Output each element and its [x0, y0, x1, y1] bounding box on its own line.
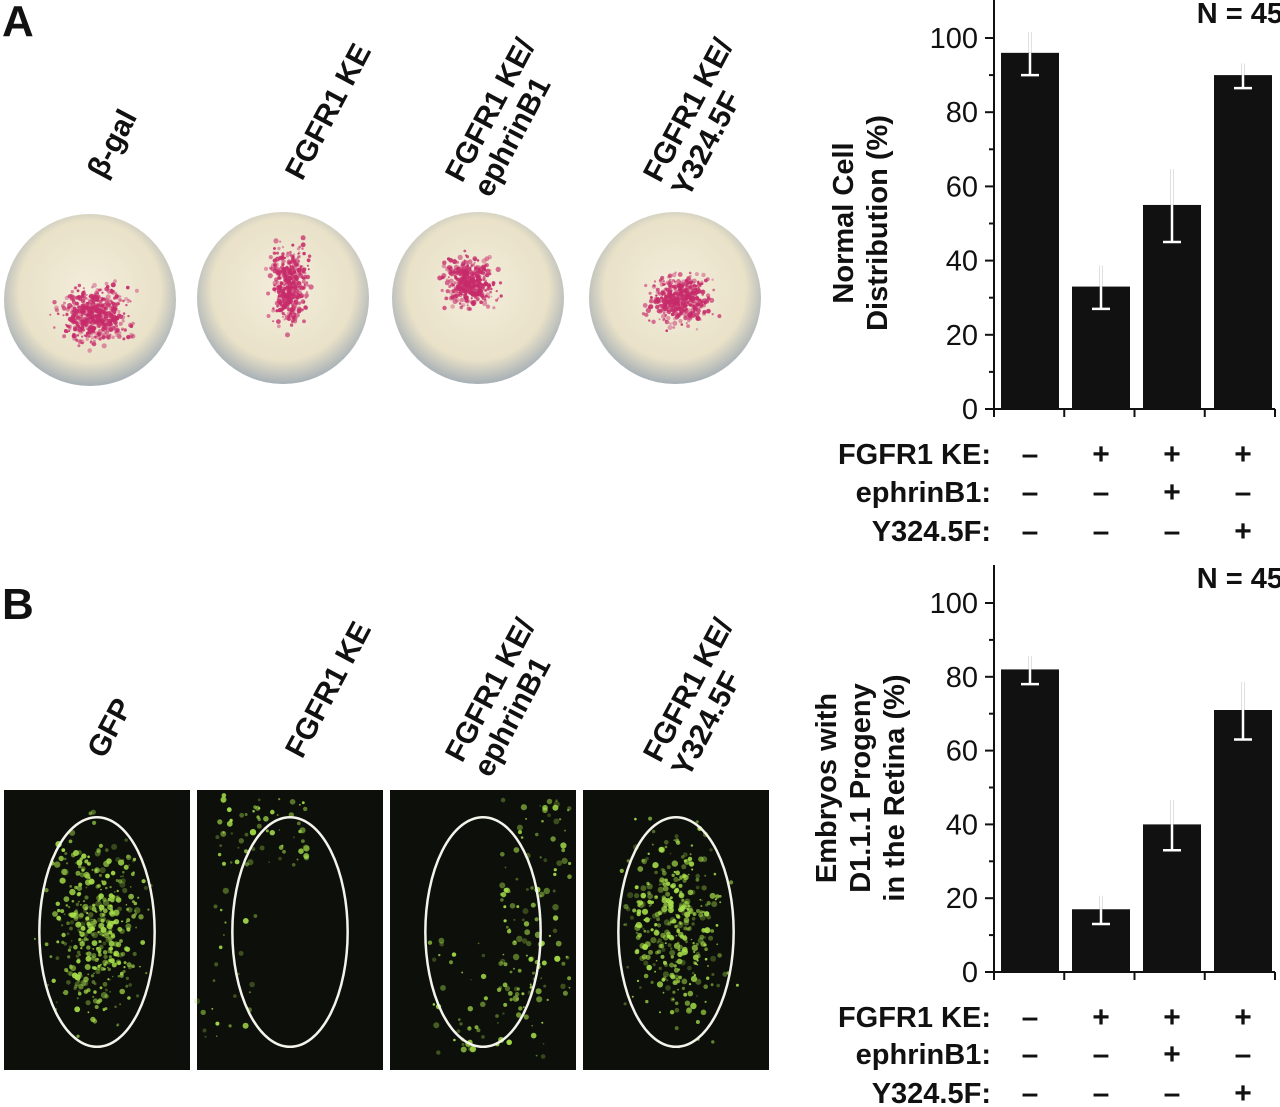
bar-4 [1214, 710, 1272, 972]
chart-retina-progeny: 0 20 40 60 80 100 N = 45 Embryos withD1.1.1 Pro… [811, 563, 1280, 1107]
panel-a-letter: A [2, 0, 34, 46]
n-label: N = 45 [1197, 0, 1280, 30]
retina-outline-4 [617, 815, 735, 1049]
condition-label-1: FGFR1 KE: [838, 439, 991, 471]
condition-mark: – [1093, 1038, 1110, 1071]
condition-mark: + [1234, 1001, 1252, 1034]
y-axis-label: Embryos withD1.1.1 Progenyin the Retina … [811, 674, 911, 901]
condition-mark: – [1093, 1077, 1110, 1107]
condition-mark: + [1234, 515, 1252, 548]
bar-4 [1214, 75, 1272, 409]
condition-mark: + [1163, 1038, 1181, 1071]
y-tick-label: 60 [946, 736, 978, 768]
embryo-1 [4, 214, 176, 386]
condition-mark: – [1022, 476, 1039, 509]
condition-mark: – [1022, 515, 1039, 548]
y-tick-label: 40 [946, 246, 978, 278]
fluor-image-2 [194, 790, 383, 1070]
embryo-4 [589, 212, 761, 384]
condition-label-2: ephrinB1: [856, 477, 991, 509]
bar-1 [1001, 52, 1059, 410]
condition-mark: + [1163, 476, 1181, 509]
fluor-image-1 [4, 790, 190, 1070]
condition-mark: – [1235, 476, 1252, 509]
condition-mark: + [1234, 438, 1252, 471]
chart-normal-cell-distribution: 0 20 40 60 80 100 N = 45 Normal CellDistributio… [828, 0, 1280, 548]
y-tick-label: 20 [946, 883, 978, 915]
y-tick-label: 80 [946, 97, 978, 129]
panel-b-letter: B [2, 580, 34, 629]
bar-1 [1001, 669, 1059, 972]
retina-outline-1 [38, 815, 156, 1049]
y-axis-label: Normal CellDistribution (%) [828, 115, 894, 331]
condition-mark: + [1234, 1077, 1252, 1107]
fluor-image-4 [583, 790, 769, 1070]
y-tick-label: 20 [946, 320, 978, 352]
condition-label-3: Y324.5F: [872, 1078, 991, 1107]
y-tick-label: 0 [962, 957, 978, 989]
y-tick-label: 60 [946, 171, 978, 203]
y-tick-label: 40 [946, 809, 978, 841]
condition-mark: – [1093, 515, 1110, 548]
condition-mark: – [1022, 438, 1039, 471]
condition-label-3: Y324.5F: [872, 516, 991, 548]
retina-outline-3 [424, 815, 542, 1049]
condition-mark: + [1163, 438, 1181, 471]
retina-outline-2 [231, 815, 349, 1049]
y-tick-label: 80 [946, 662, 978, 694]
y-tick-label: 0 [962, 394, 978, 426]
y-tick-label: 100 [930, 23, 978, 55]
condition-mark: – [1164, 1077, 1181, 1107]
condition-mark: – [1235, 1038, 1252, 1071]
condition-mark: – [1022, 1077, 1039, 1107]
condition-mark: + [1163, 1001, 1181, 1034]
embryo-3 [392, 212, 564, 384]
condition-mark: – [1022, 1001, 1039, 1034]
n-label: N = 45 [1197, 563, 1280, 595]
condition-label-2: ephrinB1: [856, 1039, 991, 1071]
embryo-2 [197, 212, 369, 384]
fluor-image-3 [390, 790, 576, 1070]
condition-mark: + [1092, 1001, 1110, 1034]
condition-mark: – [1164, 515, 1181, 548]
condition-label-1: FGFR1 KE: [838, 1002, 991, 1034]
condition-mark: + [1092, 438, 1110, 471]
y-tick-label: 100 [930, 588, 978, 620]
condition-mark: – [1022, 1038, 1039, 1071]
condition-mark: – [1093, 476, 1110, 509]
